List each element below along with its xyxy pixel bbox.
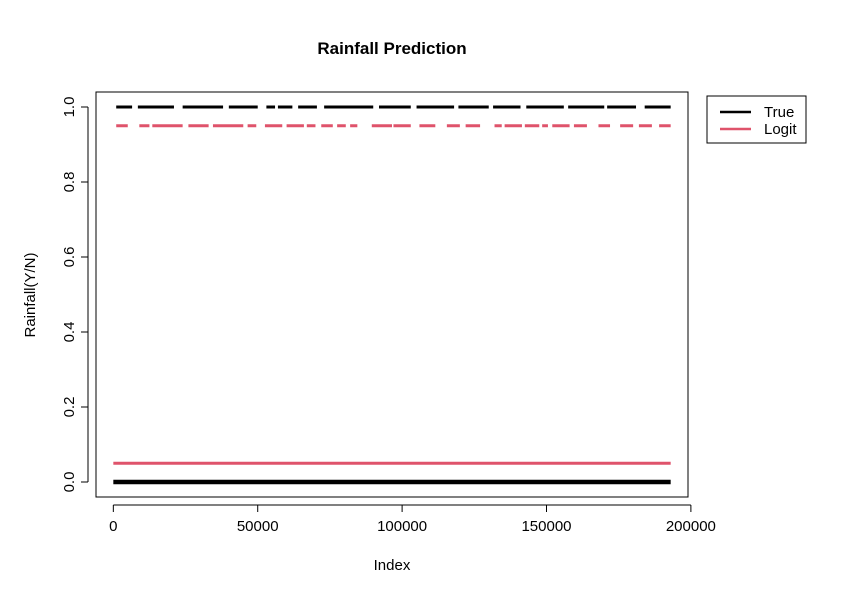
y-tick-label: 0.0	[61, 472, 78, 493]
plot-area	[113, 105, 671, 485]
series-true	[113, 105, 671, 485]
x-axis: 0 50000 100000 150000 200000	[109, 504, 716, 535]
y-tick-label: 0.8	[61, 172, 78, 193]
legend-label-true: True	[764, 104, 794, 121]
y-axis-label: Rainfall(Y/N)	[22, 252, 39, 337]
y-tick-label: 0.6	[61, 247, 78, 268]
plot-frame	[95, 91, 689, 498]
y-tick-label: 0.2	[61, 397, 78, 418]
x-tick-label: 200000	[666, 518, 716, 535]
x-tick-label: 150000	[521, 518, 571, 535]
x-axis-label: Index	[374, 557, 411, 574]
x-tick-label: 0	[109, 518, 117, 535]
y-tick-label: 0.4	[61, 322, 78, 343]
legend: True Logit	[706, 95, 807, 144]
chart-title: Rainfall Prediction	[317, 39, 466, 58]
legend-label-logit: Logit	[764, 121, 797, 138]
y-axis: 0.0 0.2 0.4 0.6 0.8 1.0	[61, 97, 89, 493]
x-tick-label: 50000	[237, 518, 279, 535]
series-logit	[113, 124, 671, 465]
legend-box	[706, 95, 807, 144]
y-tick-label: 1.0	[61, 97, 78, 118]
x-tick-label: 100000	[377, 518, 427, 535]
